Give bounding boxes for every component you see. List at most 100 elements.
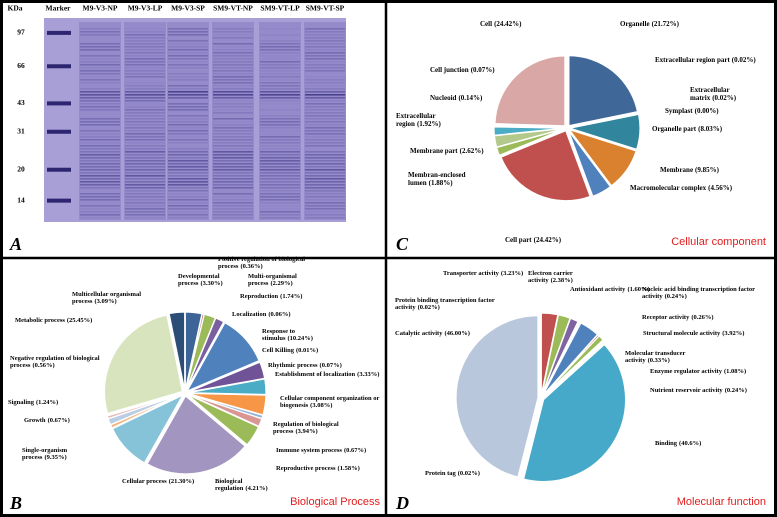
panel-title: Biological Process (290, 496, 380, 508)
protein-band (80, 139, 120, 141)
sample-lane (212, 22, 254, 220)
protein-band (260, 169, 300, 171)
slice-label: Nutrient reservoir activity (0.24%) (650, 387, 760, 394)
protein-band (260, 118, 300, 120)
protein-band (260, 163, 300, 165)
protein-band (305, 139, 345, 141)
slice-label: Nucleic acid binding transcription facto… (642, 286, 762, 301)
protein-band (260, 196, 300, 198)
protein-band (168, 28, 208, 30)
slice-value: (0.01%) (295, 347, 319, 354)
slice-name: Enzyme regulator activity (650, 368, 722, 375)
protein-band (168, 127, 208, 129)
protein-band (213, 202, 253, 204)
slice-name: Nutrient reservoir activity (650, 387, 723, 394)
protein-band (168, 109, 208, 111)
protein-band (260, 145, 300, 147)
protein-band (305, 70, 345, 72)
protein-band (305, 187, 345, 189)
protein-band (125, 139, 165, 141)
protein-band (125, 40, 165, 42)
slice-name: Organelle part (652, 125, 697, 133)
slice-name: Nucleoid (430, 94, 457, 102)
protein-band (305, 52, 345, 54)
slice-value: (0.24%) (724, 387, 747, 394)
slice-label: Receptor activity (0.26%) (642, 314, 762, 321)
protein-band (125, 55, 165, 57)
protein-band (260, 193, 300, 195)
sample-lane (259, 22, 301, 220)
protein-band (125, 82, 165, 84)
slice-value: (0.56%) (32, 362, 55, 370)
protein-band (260, 85, 300, 87)
slice-label: Electron carrier activity (2.38%) (528, 270, 608, 285)
protein-band (125, 175, 165, 177)
protein-band (305, 49, 345, 51)
protein-band (168, 97, 208, 99)
slice-label: Cell part (24.42%) (505, 236, 585, 244)
protein-band (305, 37, 345, 39)
protein-band (80, 187, 120, 189)
protein-band (260, 187, 300, 189)
protein-band (125, 73, 165, 75)
protein-band (125, 28, 165, 30)
slice-value: (0.02%) (731, 56, 756, 64)
protein-band (305, 46, 345, 48)
pie-slice (567, 128, 637, 187)
protein-band (260, 52, 300, 54)
protein-band (305, 163, 345, 165)
protein-band (260, 28, 300, 30)
protein-band (125, 124, 165, 126)
protein-band (305, 40, 345, 42)
protein-band (213, 94, 253, 96)
slice-label: Membran-enclosed lumen (1.88%) (408, 171, 498, 187)
protein-band (305, 202, 345, 204)
protein-band (80, 175, 120, 177)
protein-band (80, 103, 120, 105)
pie-slice (567, 130, 612, 198)
protein-band (80, 148, 120, 150)
protein-band (213, 145, 253, 147)
protein-band (260, 82, 300, 84)
protein-band (305, 28, 345, 30)
protein-band (168, 193, 208, 195)
protein-band (80, 154, 120, 156)
protein-band (168, 190, 208, 192)
protein-band (125, 127, 165, 129)
slice-name: Multi-organismal process (248, 273, 297, 288)
protein-band (125, 109, 165, 111)
slice-name: Extracellular region part (655, 56, 730, 64)
slice-name: Immune system process (276, 447, 342, 454)
slice-name: Membrane (660, 166, 694, 174)
protein-band (213, 166, 253, 168)
protein-band (168, 142, 208, 144)
slice-name: Membran-enclosed lumen (408, 171, 466, 188)
protein-band (125, 34, 165, 36)
slice-label: Catalytic activity (46.00%) (395, 330, 495, 337)
protein-band (305, 178, 345, 180)
protein-band (305, 118, 345, 120)
protein-band (168, 46, 208, 48)
protein-band (213, 79, 253, 81)
protein-band (305, 154, 345, 156)
slice-value: (0.33%) (647, 357, 670, 365)
pie-slice (187, 378, 267, 396)
slice-name: Extracellular matrix (690, 86, 730, 103)
slice-value: (1.58%) (337, 465, 360, 472)
protein-band (168, 43, 208, 45)
slice-value: (2.29%) (270, 280, 293, 288)
slice-value: (3.92%) (722, 330, 745, 337)
slice-value: (0.67%) (47, 417, 70, 424)
protein-band (80, 142, 120, 144)
protein-band (260, 205, 300, 207)
protein-band (168, 88, 208, 90)
slice-value: (25.45%) (66, 317, 93, 324)
protein-band (80, 166, 120, 168)
protein-band (80, 76, 120, 78)
protein-band (168, 175, 208, 177)
protein-band (260, 97, 300, 99)
protein-band (80, 55, 120, 57)
protein-band (213, 88, 253, 90)
protein-band (305, 109, 345, 111)
slice-value: (0.02%) (712, 94, 737, 103)
